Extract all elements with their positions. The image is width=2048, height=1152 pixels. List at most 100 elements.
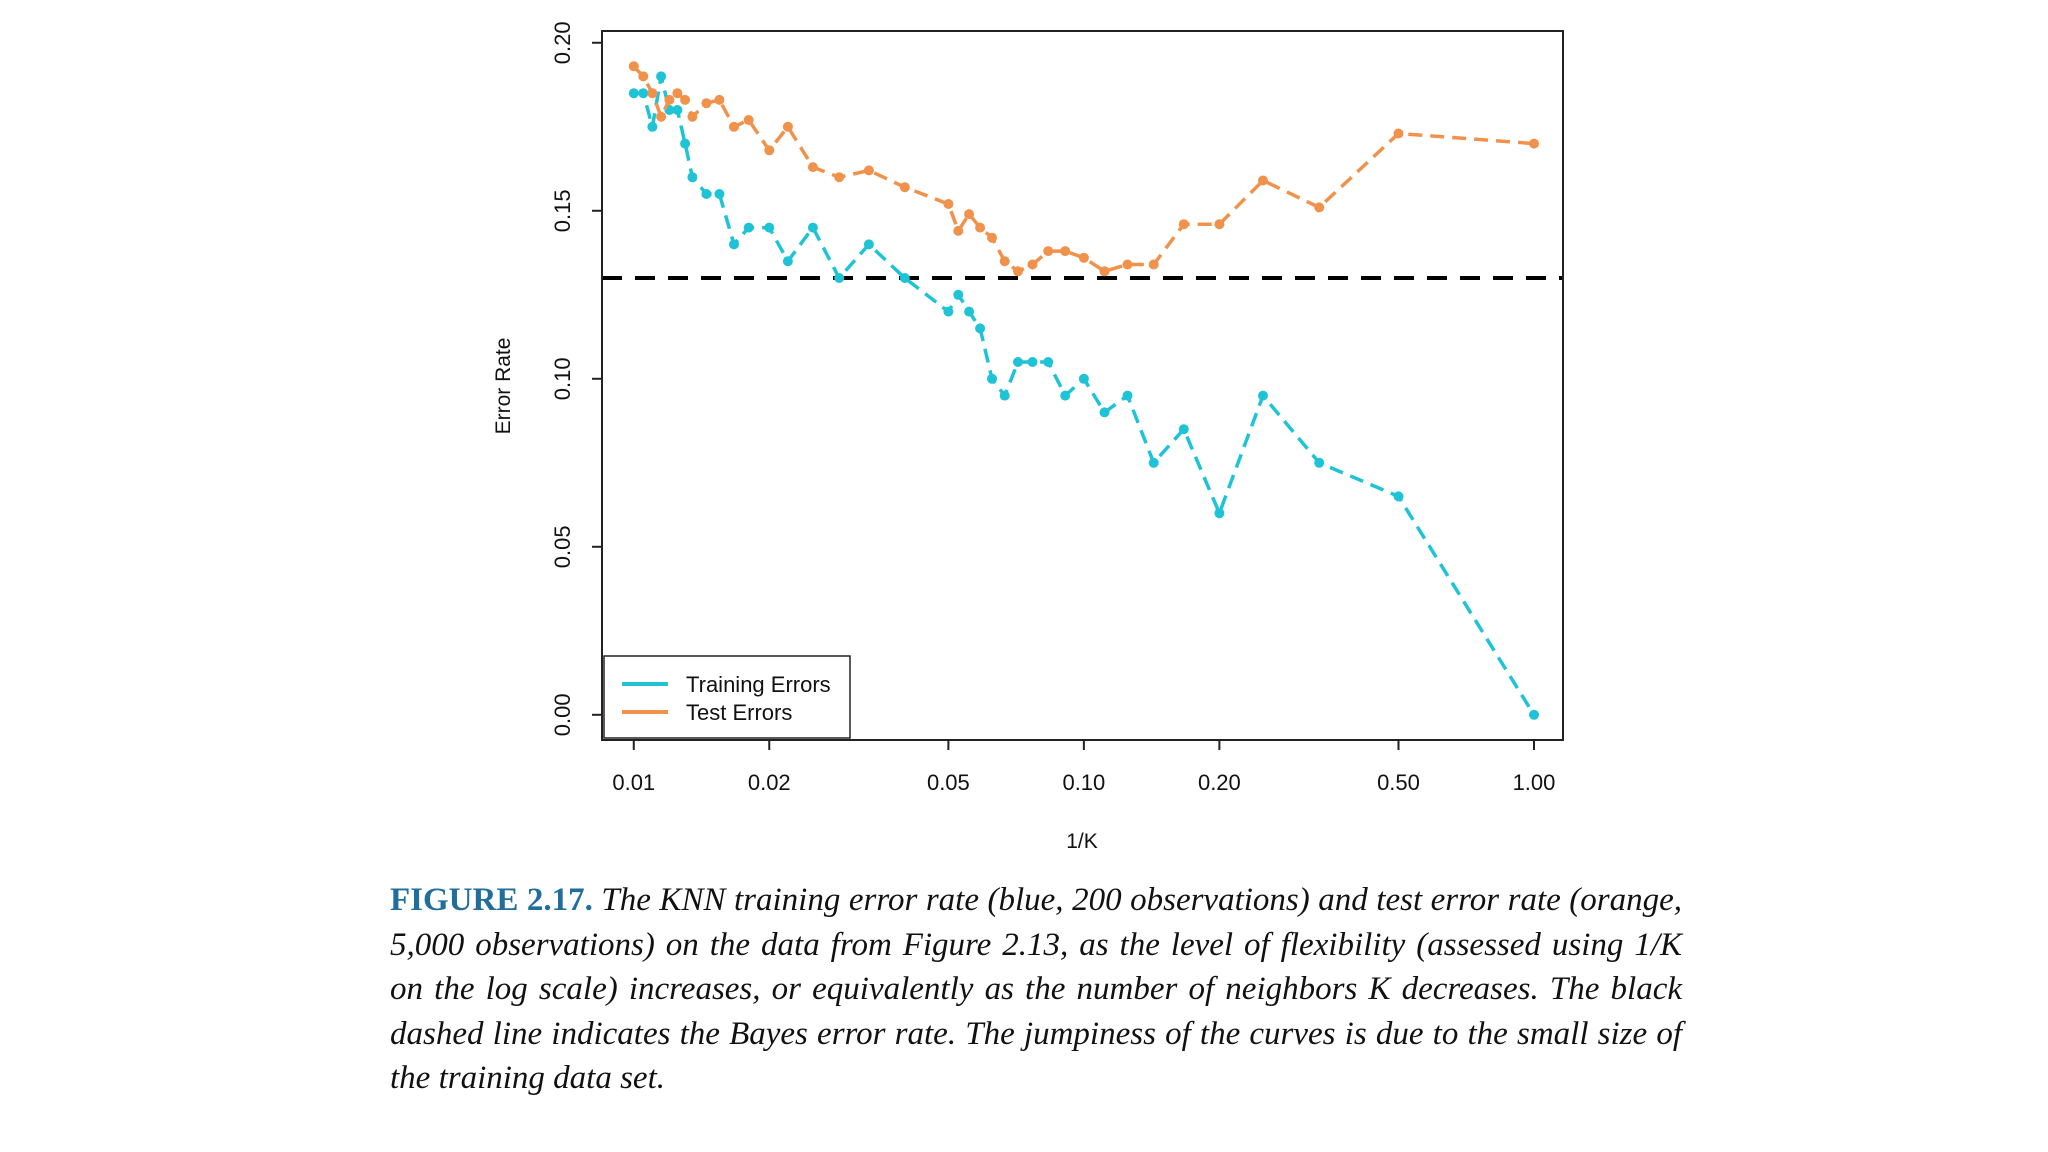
point-training <box>764 222 775 233</box>
point-training <box>656 71 667 82</box>
y-tick-label: 0.15 <box>550 189 575 232</box>
point-test <box>1258 175 1268 186</box>
point-test <box>743 115 754 125</box>
point-test <box>664 94 675 105</box>
point-training <box>647 121 658 132</box>
point-test <box>1214 219 1225 230</box>
point-training <box>899 273 910 283</box>
point-training <box>953 289 964 300</box>
point-training <box>987 373 997 384</box>
point-test <box>1013 266 1023 277</box>
x-tick-label: 0.50 <box>1377 770 1420 795</box>
point-test <box>647 88 658 99</box>
point-training <box>999 390 1010 401</box>
point-training <box>672 105 683 115</box>
point-test <box>764 145 775 156</box>
x-tick-label: 1.00 <box>1513 770 1556 795</box>
point-training <box>701 189 712 199</box>
point-test <box>863 165 874 176</box>
point-training <box>687 172 698 183</box>
point-test <box>1043 246 1054 257</box>
point-training <box>863 239 874 250</box>
point-training <box>782 256 793 267</box>
point-test <box>1027 259 1038 270</box>
point-training <box>1122 390 1133 401</box>
point-test <box>1148 259 1159 270</box>
point-training <box>943 306 954 317</box>
legend: Training Errors Test Errors <box>603 655 851 739</box>
point-test <box>899 182 910 193</box>
point-test <box>1529 138 1539 149</box>
x-tick-label: 0.01 <box>612 770 655 795</box>
point-training <box>1060 390 1071 401</box>
point-test <box>1122 259 1133 270</box>
point-test <box>687 111 698 122</box>
x-tick-label: 0.02 <box>748 770 791 795</box>
y-axis-title: Error Rate <box>492 338 515 435</box>
series-line-test <box>632 65 1535 274</box>
plot-frame <box>601 30 1564 741</box>
series-line-training <box>633 74 1536 716</box>
point-test <box>1393 128 1404 139</box>
point-test <box>1314 202 1325 213</box>
point-training <box>714 189 725 199</box>
error-rate-chart: 0.01 0.02 0.05 0.10 0.20 0.50 1.00 0.00 0.05 0.10… <box>492 21 1564 853</box>
plot-layer <box>602 61 1563 720</box>
point-test <box>807 162 818 173</box>
point-test <box>964 209 975 220</box>
point-test <box>1178 219 1189 230</box>
point-training <box>975 323 986 334</box>
point-test <box>1060 246 1071 257</box>
point-training <box>1393 491 1404 502</box>
point-test <box>975 222 986 233</box>
y-tick-label: 0.20 <box>550 21 575 64</box>
point-test <box>714 94 725 105</box>
point-training <box>628 88 639 99</box>
x-tick-label: 0.05 <box>927 770 970 795</box>
point-training <box>1099 407 1110 418</box>
point-test <box>729 121 739 132</box>
figure-caption: FIGURE 2.17. The KNN training error rate… <box>390 878 1682 1101</box>
point-training <box>1529 709 1539 720</box>
x-axis-title: 1/K <box>1066 830 1098 853</box>
point-test <box>782 121 793 132</box>
point-test <box>656 111 667 122</box>
point-test <box>680 94 691 105</box>
point-training <box>1148 457 1159 468</box>
point-test <box>834 172 845 183</box>
point-test <box>1078 252 1089 263</box>
point-test <box>953 225 964 236</box>
x-tick-label: 0.10 <box>1062 770 1105 795</box>
x-tick-label: 0.20 <box>1198 770 1241 795</box>
point-training <box>1178 424 1189 435</box>
point-training <box>834 273 845 283</box>
point-test <box>672 88 683 99</box>
legend-label-test: Test Errors <box>686 700 792 725</box>
point-test <box>943 199 954 209</box>
point-training <box>680 138 691 149</box>
legend-box <box>603 655 851 739</box>
point-training <box>1027 357 1038 367</box>
y-tick-label: 0.10 <box>550 357 575 400</box>
point-training <box>1078 373 1089 384</box>
point-test <box>638 71 649 82</box>
figure-caption-text: The KNN training error rate (blue, 200 o… <box>390 882 1683 1096</box>
point-test <box>701 98 712 109</box>
point-test <box>999 256 1010 267</box>
point-training <box>1013 357 1023 367</box>
legend-label-training: Training Errors <box>686 672 831 697</box>
y-tick-label: 0.00 <box>550 693 575 736</box>
point-test <box>987 232 997 243</box>
point-test <box>628 61 639 72</box>
point-training <box>964 306 975 317</box>
point-training <box>729 239 739 250</box>
point-training <box>1043 357 1054 367</box>
point-training <box>807 222 818 233</box>
point-training <box>743 222 754 233</box>
point-training <box>1214 508 1225 519</box>
point-training <box>1258 390 1268 401</box>
axis-layer: 0.01 0.02 0.05 0.10 0.20 0.50 1.00 0.00 0.05 0.10… <box>550 21 1555 795</box>
y-tick-label: 0.05 <box>550 525 575 568</box>
figure-label: FIGURE 2.17. <box>390 882 593 918</box>
point-training <box>1314 457 1325 468</box>
